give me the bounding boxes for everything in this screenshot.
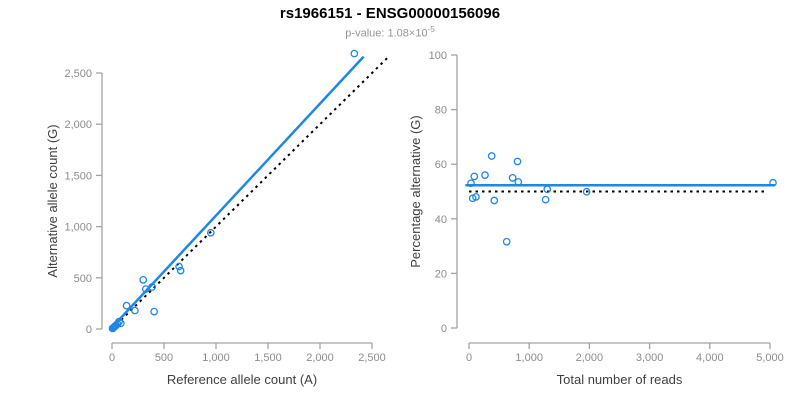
panel-counts-identity-line <box>111 55 390 330</box>
panel-percentage-y-tick-label: 100 <box>429 50 447 62</box>
panel-counts-data-point <box>148 283 156 291</box>
panel-counts-y-tick-label: 2,500 <box>64 68 92 80</box>
panel-counts-data-point <box>131 306 139 315</box>
panel-counts-data-point <box>176 266 185 275</box>
panel-percentage-y-tick-label: 40 <box>435 214 447 226</box>
panel-counts-y-tick-label: 1,500 <box>64 170 92 182</box>
page-title: rs1966151 - ENSG00000156096 <box>279 5 501 22</box>
panel-counts-data-point <box>122 301 131 310</box>
panel-counts-x-tick-label: 0 <box>109 352 115 364</box>
panel-percentage-data-point <box>470 172 479 181</box>
panel-counts-y-axis-title: Alternative allele count (G) <box>45 124 60 277</box>
panel-percentage-data-point <box>502 237 511 246</box>
pvalue-text: p-value: 1.08×10 <box>345 27 428 40</box>
panel-percentage-data-point <box>769 178 777 187</box>
panel-percentage-x-tick-label: 2,000 <box>576 352 604 364</box>
panel-percentage-y-tick-label: 80 <box>435 105 447 117</box>
panel-counts-x-tick-label: 2,500 <box>358 352 386 364</box>
panel-counts-data-point <box>116 319 125 328</box>
panel-counts-x-axis-title: Reference allele count (A) <box>167 372 317 387</box>
panel-percentage-x-tick-label: 0 <box>466 352 472 364</box>
panel-counts-data-point <box>150 307 158 316</box>
panel-percentage-data-point <box>472 193 480 201</box>
panel-percentage-data-point <box>582 187 591 196</box>
panel-counts-data-point <box>175 262 183 271</box>
panel-percentage-data-point <box>490 196 499 205</box>
panel-counts-x-tick-label: 500 <box>155 352 173 364</box>
panel-percentage-data-point <box>543 185 552 194</box>
panel-counts-regression-line <box>111 55 365 329</box>
panel-counts-data-point <box>206 228 215 237</box>
panel-percentage-y-tick-label: 0 <box>441 323 447 335</box>
chart-header: rs1966151 - ENSG00000156096 p-value: 1.0… <box>0 4 780 41</box>
panel-percentage-data-point <box>487 152 496 160</box>
panel-counts-y-tick-label: 500 <box>74 273 92 285</box>
panel-percentage-data-point <box>514 178 523 186</box>
panel-counts-y-tick-label: 0 <box>86 324 92 336</box>
panel-percentage-x-axis-title: Total number of reads <box>557 372 683 387</box>
panel-counts-x-tick-label: 1,000 <box>202 352 230 364</box>
pvalue-subtitle: p-value: 1.08×10-5 <box>0 23 780 41</box>
panel-percentage-data-point <box>481 171 489 179</box>
pvalue-exponent: -5 <box>427 25 435 34</box>
panel-percentage-y-axis-title: Percentage alternative (G) <box>408 115 423 267</box>
panel-percentage-data-point <box>513 157 522 166</box>
panel-counts-x-tick-label: 2,000 <box>306 352 334 364</box>
panel-percentage-x-tick-label: 4,000 <box>696 352 724 364</box>
panel-percentage-data-point <box>467 179 475 188</box>
panel-percentage-x-tick-label: 3,000 <box>636 352 664 364</box>
panel-percentage-x-tick-label: 5,000 <box>756 352 784 364</box>
panel-counts-data-point <box>350 49 359 58</box>
panel-percentage-y-tick-label: 20 <box>435 268 447 280</box>
panel-counts-y-tick-label: 2,000 <box>64 119 92 131</box>
panel-counts-data-point <box>139 275 148 284</box>
panel-counts-data-point <box>115 317 123 326</box>
panel-percentage-x-tick-label: 1,000 <box>515 352 543 364</box>
panel-percentage-data-point <box>541 195 550 204</box>
panel-counts-y-tick-label: 1,000 <box>64 222 92 234</box>
panel-counts-x-tick-label: 1,500 <box>254 352 282 364</box>
panel-percentage-y-tick-label: 60 <box>435 159 447 171</box>
panel-percentage-data-point <box>508 174 517 182</box>
